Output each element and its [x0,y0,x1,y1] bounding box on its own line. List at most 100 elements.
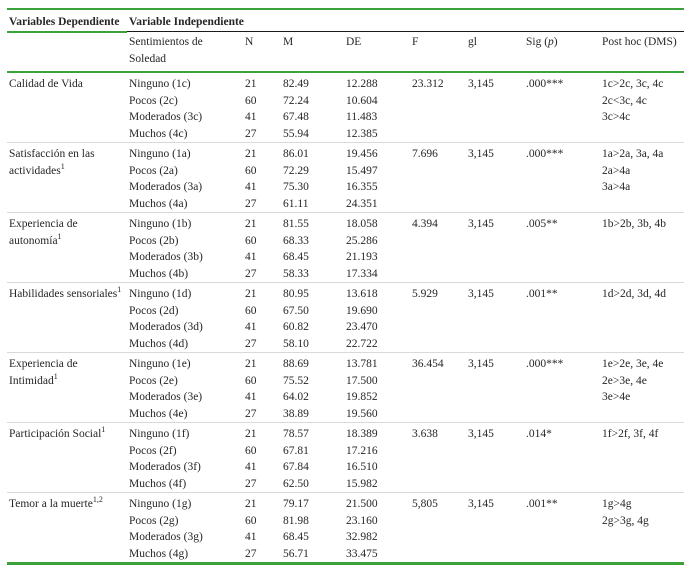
variable-name-cell: Satisfacción en las actividades1 [7,142,127,213]
n-cell: 27 [245,547,257,560]
table-header: Variables Dependiente Variable Independi… [7,9,684,73]
level-cell: Moderados (3d) [129,321,203,333]
block-satisfaccion-actividades: Satisfacción en las actividades1 Ninguno… [7,142,684,213]
sd-cell: 19.456 [344,142,410,163]
sd-cell: 15.982 [346,477,378,490]
header-empty-cell [7,31,127,73]
mean-cell: 58.33 [283,267,309,280]
sd-cell: 21.500 [344,492,410,513]
gl-cell: 3,145 [466,492,524,564]
level-cell: Pocos (2c) [129,94,178,107]
level-cell: Muchos (4f) [129,477,187,490]
mean-cell: 67.81 [283,444,309,457]
level-cell: Pocos (2d) [129,304,179,317]
level-cell: Moderados (3f) [129,461,201,473]
level-cell: Moderados (3e) [129,391,203,403]
level-cell: Muchos (4a) [129,197,188,210]
table-row: Muchos (4e) 27 38.89 19.560 [7,406,684,423]
sd-cell: 33.475 [346,547,378,560]
header-independent-variable: Variable Independiente [127,9,684,32]
variable-name: Habilidades sensoriales [9,288,118,300]
table-row: Muchos (4b) 27 58.33 17.334 [7,266,684,283]
variable-name: Experiencia de autonomía [9,218,78,247]
variable-name-cell: Calidad de Vida [7,72,127,143]
n-cell: 60 [245,514,257,527]
variable-name: Temor a la muerte [9,498,93,510]
mean-cell: 64.02 [283,391,309,403]
header-sig: Sig (p) [524,31,600,73]
sd-cell: 25.286 [346,234,378,247]
variable-footnote: 1 [60,161,65,171]
mean-cell: 75.30 [283,181,309,193]
n-cell: 21 [243,142,281,163]
n-cell: 41 [245,531,257,543]
gl-cell: 3,145 [466,212,524,283]
sd-cell: 16.510 [346,461,378,473]
level-cell: Pocos (2a) [129,164,178,177]
table-row: Temor a la muerte1,2 Ninguno (1g) 21 79.… [7,492,684,564]
variable-footnote: 1,2 [92,495,103,505]
level-cell: Ninguno (1d) [127,282,243,303]
level-cell: Pocos (2g) [129,514,179,527]
table-row: Muchos (4c) 27 55.94 12.385 [7,126,684,143]
n-cell: 41 [245,461,257,473]
n-cell: 60 [245,374,257,387]
sd-cell: 23.470 [346,321,378,333]
variable-name-cell: Experiencia de Intimidad1 [7,352,127,423]
posthoc-cell: 1b>2b, 3b, 4b [600,212,684,283]
anova-results-table: Variables Dependiente Variable Independi… [7,8,684,565]
sd-cell: 17.334 [346,267,378,280]
table-row: Pocos (2g) 60 81.98 23.160 [7,513,684,530]
mean-cell: 38.89 [283,407,309,420]
header-posthoc: Post hoc (DMS) [600,31,684,73]
header-mean: M [281,31,344,73]
variable-name: Experiencia de Intimidad [9,358,78,387]
mean-cell: 67.48 [283,111,309,123]
sd-cell: 11.483 [346,111,378,123]
sd-cell: 21.193 [346,251,378,263]
mean-cell: 55.94 [283,127,309,140]
posthoc-cell: 1a>2a, 3a, 4a 2a>4a 3a>4a [600,142,684,213]
variable-name: Satisfacción en las actividades [9,148,95,177]
table-row: Moderados (3e) 41 64.02 19.852 [7,389,684,406]
sd-cell: 19.560 [346,407,378,420]
sd-cell: 12.288 [346,78,378,90]
level-cell: Ninguno (1a) [127,142,243,163]
sd-cell: 19.690 [346,304,378,317]
sig-label-suffix: ) [553,36,558,48]
block-habilidades-sensoriales: Habilidades sensoriales1 Ninguno (1d) 21… [7,282,684,353]
table-row: Experiencia de Intimidad1 Ninguno (1e) 2… [7,352,684,423]
level-cell: Pocos (2b) [129,234,179,247]
mean-cell: 81.98 [283,514,309,527]
mean-cell: 68.33 [283,234,309,247]
n-cell: 21 [245,78,257,90]
mean-cell: 86.01 [281,142,344,163]
block-participacion-social: Participación Social1 Ninguno (1f) 21 78… [7,422,684,493]
mean-cell: 79.17 [281,492,344,513]
block-calidad-de-vida: Calidad de Vida Ninguno (1c) 21 82.49 12… [7,72,684,143]
table-row: Moderados (3g) 41 68.45 32.982 [7,529,684,546]
table-row: Calidad de Vida Ninguno (1c) 21 82.49 12… [7,72,684,123]
n-cell: 41 [245,391,257,403]
sig-cell: .005** [524,212,600,283]
gl-cell: 3,145 [466,422,524,493]
mean-cell: 61.11 [283,197,309,210]
sd-cell: 23.160 [346,514,378,527]
gl-cell: 3,145 [466,352,524,423]
gl-cell: 3,145 [466,282,524,353]
sig-cell: .000*** [524,352,600,423]
header-row-top: Variables Dependiente Variable Independi… [7,9,684,33]
n-cell: 21 [243,282,281,303]
mean-cell: 72.29 [283,164,309,177]
posthoc-line: 1a>2a, 3a, 4a [602,148,664,160]
mean-cell: 67.84 [283,461,309,473]
level-cell: Moderados (3c) [129,111,203,123]
variable-footnote: 1 [101,425,106,435]
header-loneliness-feelings: Sentimientos de Soledad [127,31,243,73]
sd-cell: 13.781 [344,352,410,373]
mean-cell: 88.69 [281,352,344,373]
level-cell: Muchos (4g) [129,547,189,560]
n-cell: 41 [245,181,257,193]
table-row: Muchos (4a) 27 61.11 24.351 [7,196,684,213]
n-cell: 27 [245,407,257,420]
